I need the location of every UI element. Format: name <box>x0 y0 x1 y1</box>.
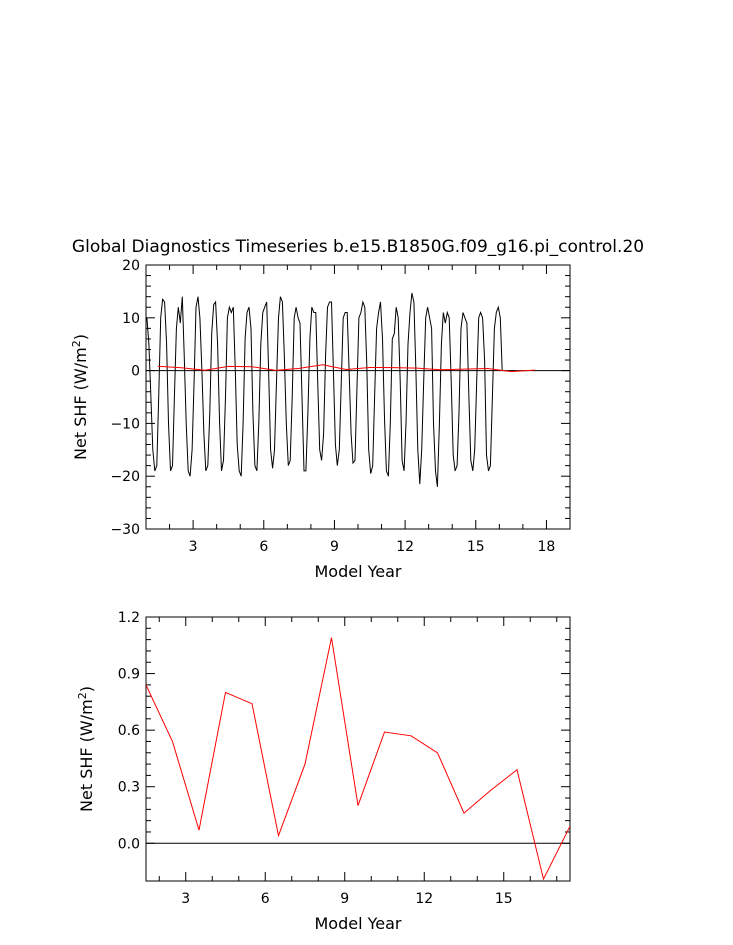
chart-bottom: 3 6 9 12 15 0.0 0.3 0.6 0.9 1.2 Model Year Net SHF … <box>76 610 571 933</box>
series-line-monthly <box>146 292 503 487</box>
y-axis-label: Net SHF (W/m2) <box>76 686 96 812</box>
plot-frame <box>145 264 571 530</box>
y-tick-label: −10 <box>110 416 140 432</box>
y-tick-label: 10 <box>122 311 140 327</box>
y-axis-label-close: ) <box>71 334 90 340</box>
x-tick-label: 3 <box>189 539 198 555</box>
y-axis-label-exponent: 2 <box>76 692 89 699</box>
series-line-annual <box>157 364 535 373</box>
x-tick-label: 15 <box>467 539 485 555</box>
figure-title: Global Diagnostics Timeseries b.e15.B185… <box>72 237 644 257</box>
x-tick-label: 3 <box>181 891 190 907</box>
x-axis-label: Model Year <box>315 562 402 581</box>
x-tick-label: 18 <box>538 539 556 555</box>
y-tick-label: 20 <box>122 258 140 274</box>
x-tick-label: 12 <box>396 539 414 555</box>
y-axis-label-main: Net SHF (W/m <box>77 699 96 812</box>
y-tick-label: 1.2 <box>118 610 140 626</box>
y-tick-label: 0.0 <box>118 836 140 852</box>
x-axis-label: Model Year <box>315 914 402 933</box>
y-tick-label: 0.6 <box>118 723 140 739</box>
y-axis-label-exponent: 2 <box>70 340 83 347</box>
series-line-annual <box>146 637 570 881</box>
x-tick-label: 15 <box>495 891 513 907</box>
y-tick-label: −30 <box>110 522 140 538</box>
x-tick-label: 6 <box>261 891 270 907</box>
y-axis-label-main: Net SHF (W/m <box>71 347 90 460</box>
y-tick-label: −20 <box>110 469 140 485</box>
x-tick-label: 9 <box>340 891 349 907</box>
x-tick-label: 12 <box>415 891 433 907</box>
y-axis-label-close: ) <box>77 686 96 692</box>
x-tick-label: 6 <box>259 539 268 555</box>
y-tick-label: 0.3 <box>118 780 140 796</box>
y-tick-label: 0.9 <box>118 667 140 683</box>
y-axis-label: Net SHF (W/m2) <box>70 334 90 460</box>
y-tick-label: 0 <box>131 364 140 380</box>
plot-frame <box>145 616 571 882</box>
chart-top: 3 6 9 12 15 18 −30 −20 −10 0 10 20 Model Year Net SHF… <box>70 258 571 581</box>
x-tick-label: 9 <box>330 539 339 555</box>
